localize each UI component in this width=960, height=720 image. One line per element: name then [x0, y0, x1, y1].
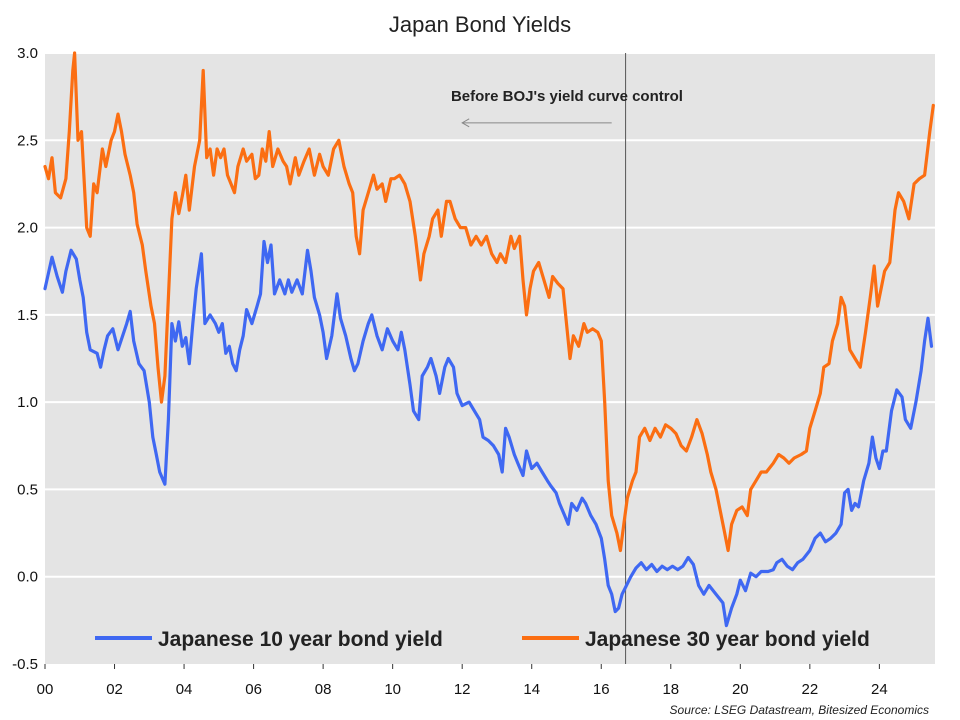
x-tick-label: 02: [106, 681, 123, 698]
y-tick-label: 2.0: [17, 220, 38, 237]
y-tick-label: 0.0: [17, 569, 38, 586]
series-line-1: [43, 51, 935, 553]
x-tick-label: 00: [37, 681, 54, 698]
legend-label-10y: Japanese 10 year bond yield: [158, 628, 443, 651]
x-tick-label: 22: [802, 681, 819, 698]
annotation-arrowhead: [461, 118, 470, 128]
series-lines: [43, 51, 935, 628]
x-axis-ticks: 00 02 04 06 08 10 12 14 16 18 20 22 24: [37, 664, 888, 698]
x-tick-label: 20: [732, 681, 749, 698]
series-line-0: [43, 239, 934, 628]
x-tick-label: 18: [662, 681, 679, 698]
y-tick-label: 1.5: [17, 307, 38, 324]
legend: Japanese 10 year bond yield Japanese 30 …: [95, 628, 870, 651]
x-tick-label: 08: [315, 681, 332, 698]
annotation-text: Before BOJ's yield curve control: [451, 88, 683, 105]
annotation: Before BOJ's yield curve control: [451, 88, 683, 128]
plot-area: [45, 53, 935, 664]
y-tick-label: 2.5: [17, 132, 38, 149]
legend-label-30y: Japanese 30 year bond yield: [585, 628, 870, 651]
x-tick-label: 24: [871, 681, 888, 698]
x-tick-label: 14: [523, 681, 540, 698]
x-tick-label: 16: [593, 681, 610, 698]
y-tick-label: 0.5: [17, 481, 38, 498]
chart-title: Japan Bond Yields: [389, 12, 571, 37]
y-tick-label: 3.0: [17, 45, 38, 62]
x-tick-label: 06: [245, 681, 262, 698]
y-tick-label: 1.0: [17, 394, 38, 411]
x-tick-label: 12: [454, 681, 471, 698]
x-tick-label: 10: [384, 681, 401, 698]
y-axis-ticks: -0.5 0.0 0.5 1.0 1.5 2.0 2.5 3.0: [12, 45, 38, 673]
y-tick-label: -0.5: [12, 656, 38, 673]
x-tick-label: 04: [176, 681, 193, 698]
source-note: Source: LSEG Datastream, Bitesized Econo…: [670, 703, 929, 717]
